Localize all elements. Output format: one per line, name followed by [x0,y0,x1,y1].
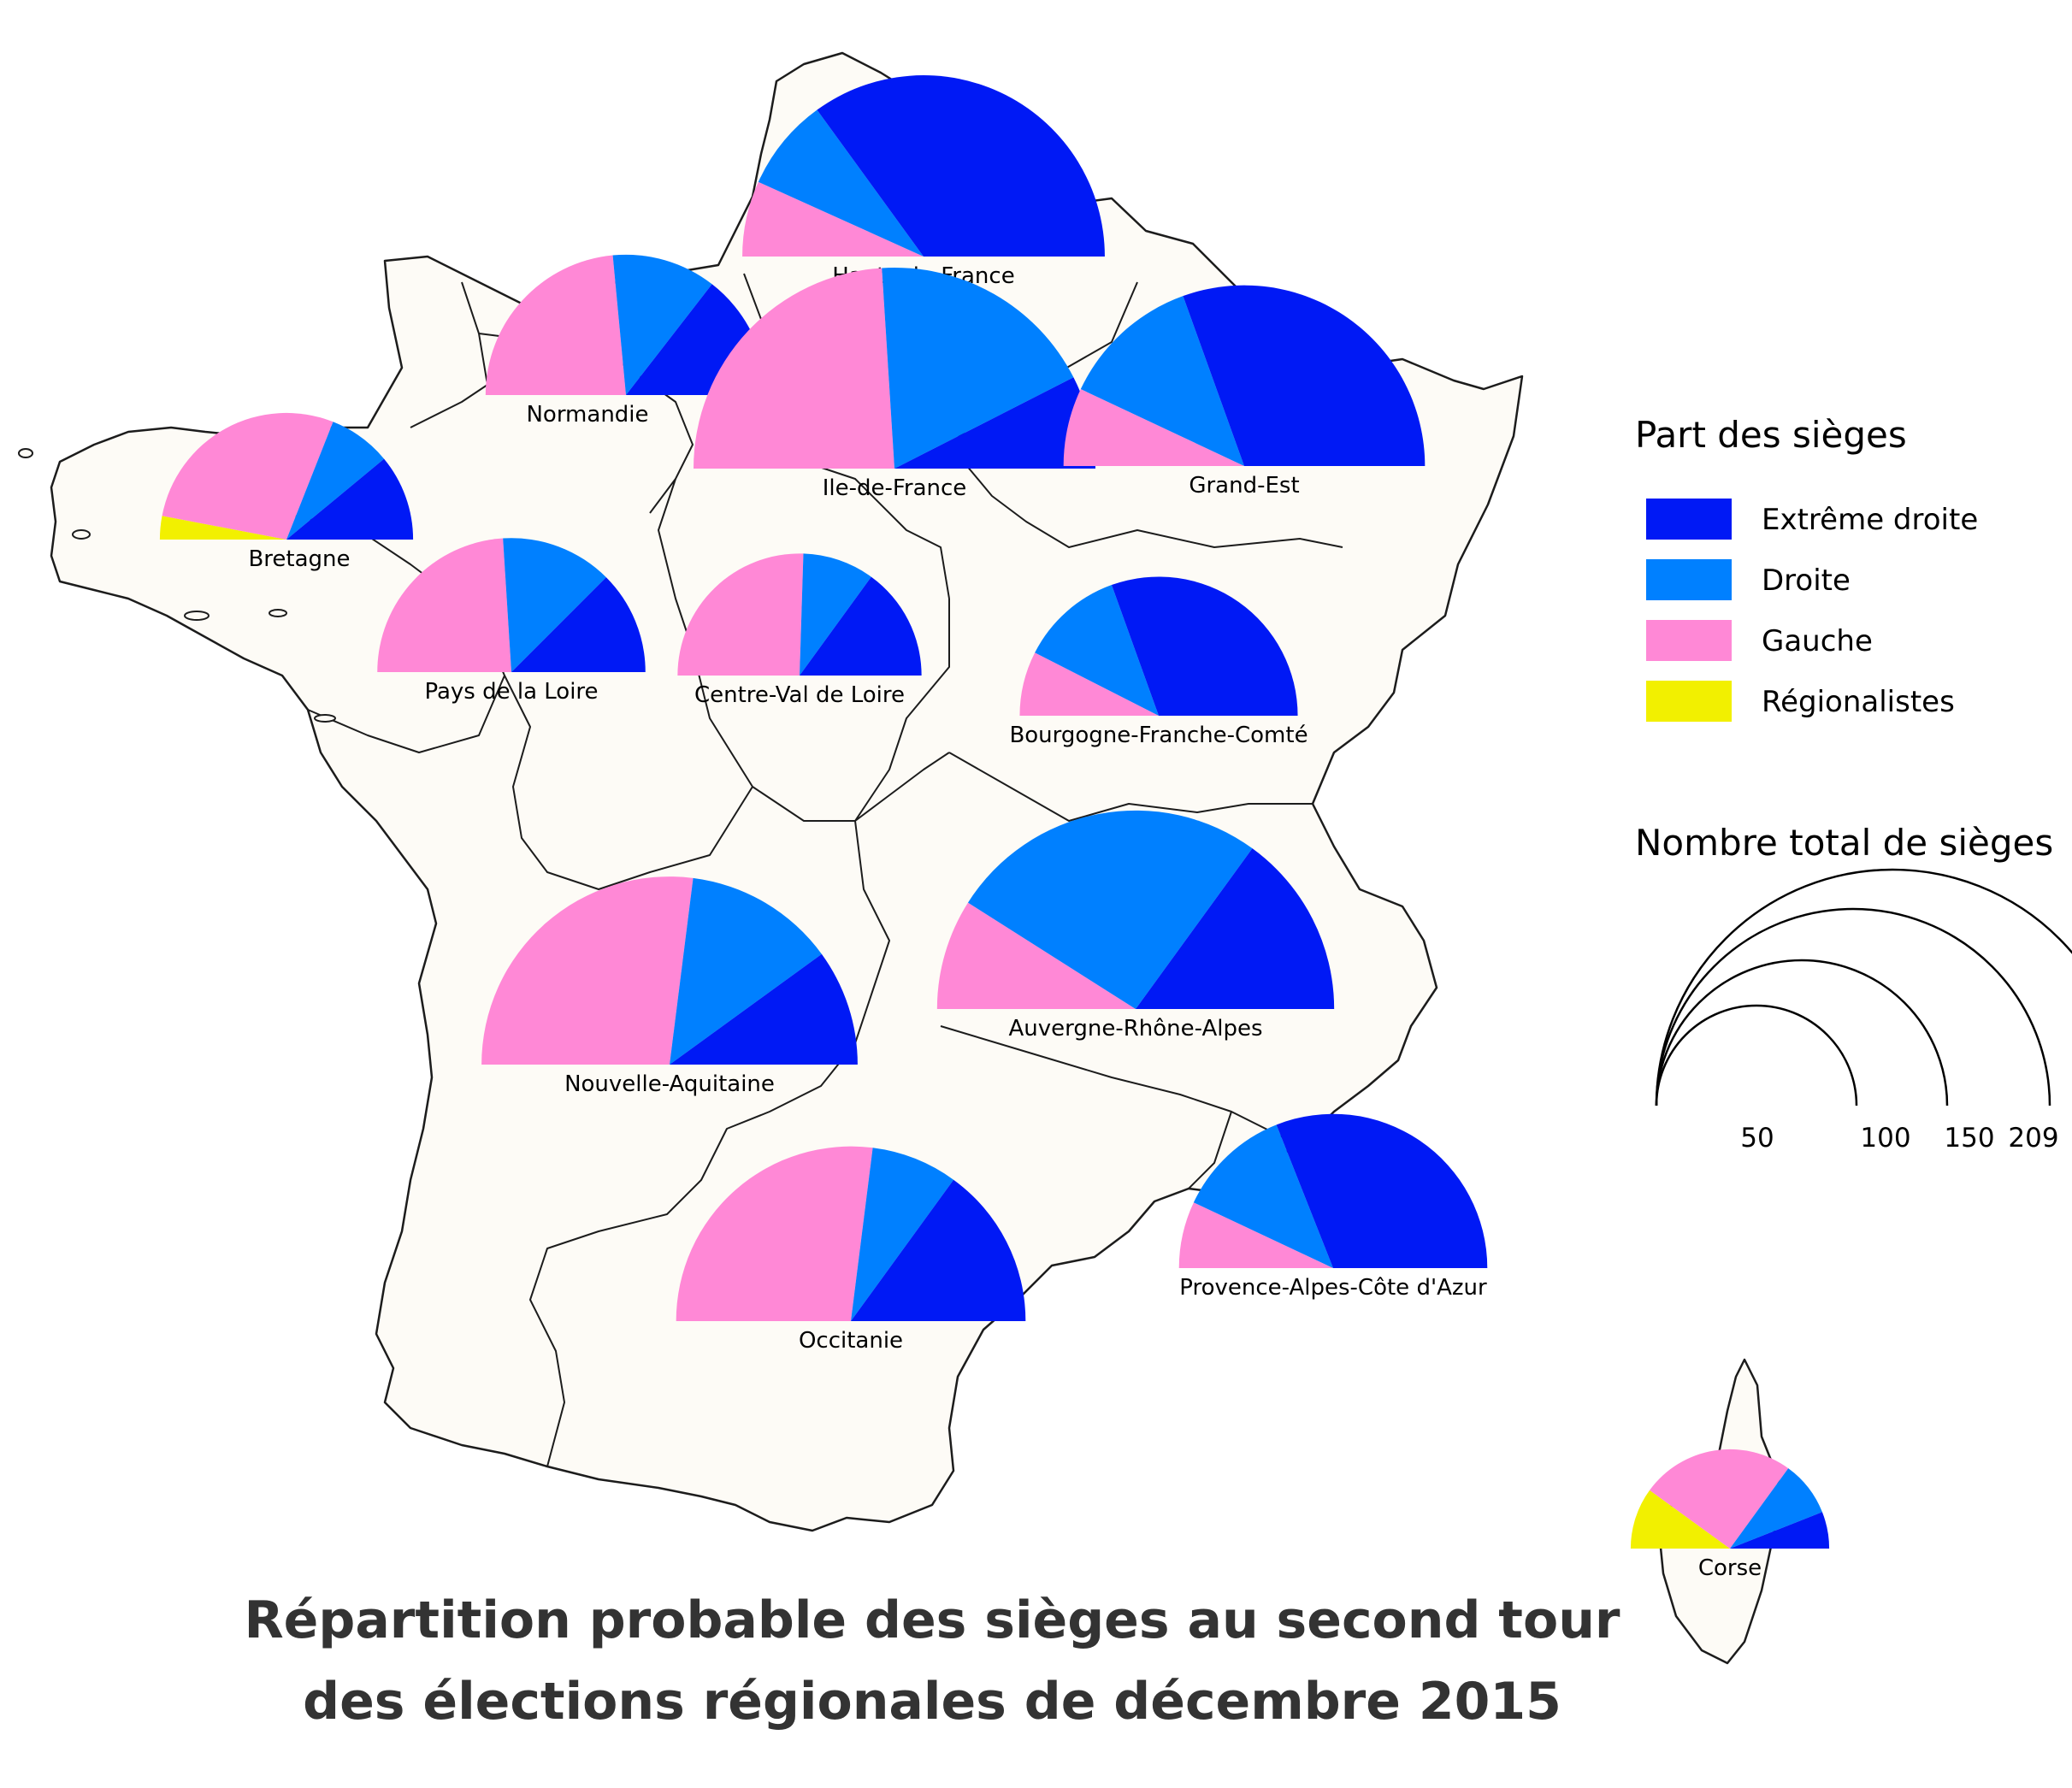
pie-slice-bretagne-droite [286,422,385,540]
size-scale-label-100: 100 [1860,1123,1910,1154]
legend-title: Part des sièges [1635,414,1907,456]
pie-normandie: Normandie [485,254,767,428]
pie-slice-corse-gauche [1650,1449,1789,1549]
pie-pays-de-la-loire: Pays de la Loire [377,538,646,705]
island [18,448,33,458]
seat-pies-layer: Hauts-de-FranceNormandieIle-de-FranceGra… [159,75,1830,1581]
legend-label-droite: Droite [1762,564,1851,598]
pie-slice-bourgogne-franche-comte-extreme-droite [1111,576,1298,716]
pie-slice-corse-extreme-droite [1730,1512,1830,1549]
pie-slice-ile-de-france-droite [882,267,1074,469]
pie-slice-ile-de-france-gauche [694,268,894,469]
region-label-corse: Corse [1698,1555,1762,1581]
pie-slice-pays-de-la-loire-droite [503,538,606,672]
pie-slice-occitanie-droite [851,1148,954,1321]
pie-auvergne-rhone-alpes: Auvergne-Rhône-Alpes [936,810,1335,1042]
island [72,529,91,540]
pie-ile-de-france: Ile-de-France [694,267,1095,501]
legend-party-shares: Part des sièges Extrême droite Droite Gauc… [1635,414,1978,722]
pie-slice-nouvelle-aquitaine-droite [670,877,822,1065]
legend-size-scale: Nombre total de sièges 50 100 150 209 [1635,822,2072,1154]
size-scale-arc-50 [1655,1004,1858,1106]
pie-slice-hauts-de-france-gauche [742,181,924,257]
legend-swatch-droite [1646,559,1732,600]
pie-slice-auvergne-rhone-alpes-droite [967,810,1253,1009]
region-label-pays-de-la-loire: Pays de la Loire [424,679,598,705]
pie-corse: Corse [1630,1449,1830,1581]
pie-slice-centre-val-de-loire-droite [800,553,871,676]
pie-slice-corse-regionalistes [1630,1490,1730,1549]
pie-bretagne: Bretagne [159,412,414,572]
size-scale-arc-150 [1655,907,2051,1106]
pie-slice-nouvelle-aquitaine-extreme-droite [670,953,858,1065]
legend-swatch-regionalistes [1646,681,1732,722]
pie-slice-bretagne-extreme-droite [286,458,414,540]
pie-slice-bourgogne-franche-comte-gauche [1019,652,1159,716]
pie-slice-auvergne-rhone-alpes-extreme-droite [1136,848,1335,1009]
pie-slice-auvergne-rhone-alpes-gauche [936,902,1136,1009]
region-label-centre-val-de-loire: Centre-Val de Loire [694,682,905,708]
pie-slice-centre-val-de-loire-gauche [677,553,804,676]
pie-nouvelle-aquitaine: Nouvelle-Aquitaine [481,876,858,1097]
pie-slice-pays-de-la-loire-extreme-droite [511,577,646,672]
pie-slice-hauts-de-france-droite [758,109,924,257]
region-label-provence-alpes-cote-d-azur: Provence-Alpes-Côte d'Azur [1179,1275,1487,1301]
pie-slice-corse-droite [1730,1468,1822,1549]
legend-label-gauche: Gauche [1762,624,1873,658]
island [269,609,287,617]
pie-slice-centre-val-de-loire-extreme-droite [800,576,922,676]
region-label-occitanie: Occitanie [799,1328,903,1354]
pie-slice-grand-est-extreme-droite [1183,285,1426,466]
region-label-grand-est: Grand-Est [1189,473,1299,499]
size-legend-title: Nombre total de sièges [1635,822,2053,864]
region-label-bourgogne-franche-comte: Bourgogne-Franche-Comté [1009,723,1308,748]
legend-label-regionalistes: Régionalistes [1762,685,1955,719]
island [184,611,210,621]
size-scale-label-150: 150 [1944,1123,1994,1154]
region-label-ile-de-france: Ile-de-France [823,475,967,501]
pie-slice-provence-alpes-cote-d-azur-gauche [1178,1202,1333,1268]
island [314,714,336,723]
pie-slice-normandie-droite [612,254,712,395]
region-label-auvergne-rhone-alpes: Auvergne-Rhône-Alpes [1008,1016,1262,1042]
page-title-line-2: des élections régionales de décembre 201… [303,1672,1561,1732]
pie-bourgogne-franche-comte: Bourgogne-Franche-Comté [1009,576,1308,748]
pie-slice-hauts-de-france-extreme-droite [817,75,1105,257]
legend-swatch-extreme-droite [1646,499,1732,540]
size-scale-arcs: 50 100 150 209 [1655,868,2072,1154]
pie-slice-grand-est-droite [1080,296,1244,466]
pie-centre-val-de-loire: Centre-Val de Loire [677,553,922,708]
size-scale-arc-100 [1655,959,1949,1106]
pie-slice-nouvelle-aquitaine-gauche [481,876,694,1065]
pie-slice-bretagne-gauche [162,412,334,540]
pie-slice-bretagne-regionalistes [159,516,286,540]
page-title-line-1: Répartition probable des sièges au secon… [244,1590,1620,1650]
pie-slice-grand-est-gauche [1063,389,1244,466]
size-scale-label-50: 50 [1740,1123,1774,1154]
size-scale-arc-209 [1655,868,2072,1106]
pie-slice-occitanie-gauche [676,1146,873,1321]
legend-swatch-gauche [1646,620,1732,661]
pie-slice-provence-alpes-cote-d-azur-droite [1193,1124,1333,1268]
pie-slice-pays-de-la-loire-gauche [377,538,511,672]
region-label-bretagne: Bretagne [248,546,350,572]
pie-provence-alpes-cote-d-azur: Provence-Alpes-Côte d'Azur [1178,1113,1488,1301]
legend-items: Extrême droite Droite Gauche Régionalistes [1646,499,1978,722]
region-label-normandie: Normandie [526,402,648,428]
region-label-nouvelle-aquitaine: Nouvelle-Aquitaine [564,1071,775,1097]
pie-slice-provence-alpes-cote-d-azur-extreme-droite [1276,1113,1488,1268]
legend-label-extreme-droite: Extrême droite [1762,503,1978,537]
pie-slice-ile-de-france-extreme-droite [894,377,1095,469]
size-scale-label-209: 209 [2008,1123,2058,1154]
pie-slice-normandie-gauche [485,255,626,395]
pie-occitanie: Occitanie [676,1146,1026,1354]
pie-slice-bourgogne-franche-comte-droite [1035,585,1159,716]
pie-slice-occitanie-extreme-droite [851,1179,1026,1321]
pie-grand-est: Grand-Est [1063,285,1426,499]
